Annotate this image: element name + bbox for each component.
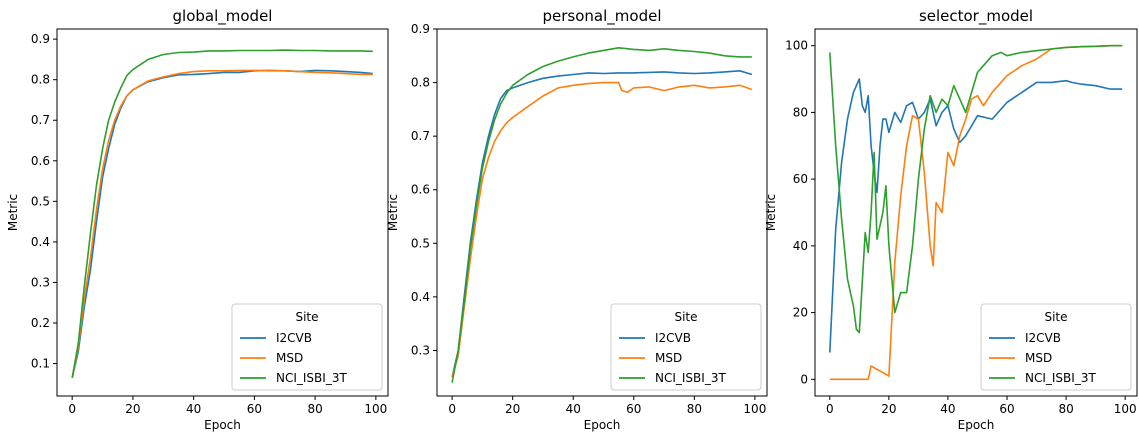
x-axis-label: Epoch [958, 418, 995, 432]
chart-title: global_model [173, 7, 273, 26]
legend-box [610, 303, 762, 391]
x-tick-label: 100 [1114, 402, 1137, 416]
y-tick-label: 40 [793, 239, 808, 253]
y-tick-label: 0.6 [411, 183, 430, 197]
x-tick-label: 60 [626, 402, 641, 416]
subplot-selector_model: selector_model 0 20 40 60 80 100 0 20 40 60 80 100 Ep… [764, 7, 1138, 432]
series-line-I2CVB [829, 78, 1123, 353]
y-tick-label: 100 [785, 39, 808, 53]
plot-frame [436, 28, 768, 397]
legend: Site I2CVB MSD NCI_ISBI_3T [610, 303, 762, 391]
x-tick-label: 0 [68, 402, 76, 416]
x-tick-label: 0 [448, 402, 456, 416]
x-axis-label: Epoch [204, 418, 241, 432]
chart-title: selector_model [919, 7, 1033, 26]
y-tick-label: 0.3 [31, 275, 50, 289]
legend-entry: NCI_ISBI_3T [1025, 371, 1096, 385]
legend-entry: NCI_ISBI_3T [655, 371, 726, 385]
series-line-NCI_ISBI_3T [451, 46, 752, 383]
legend-box [980, 303, 1132, 391]
x-tick-label: 100 [364, 402, 387, 416]
subplot-personal_model: personal_model 0 20 40 60 80 100 0.3 0.4 0.5 0.6 0.… [386, 7, 768, 432]
x-tick-label: 60 [999, 402, 1014, 416]
legend-entry: NCI_ISBI_3T [276, 371, 347, 385]
y-tick-label: 0.8 [411, 76, 430, 90]
y-tick-label: 80 [793, 105, 808, 119]
x-tick-label: 20 [881, 402, 896, 416]
y-tick-label: 0.3 [411, 343, 430, 357]
legend: Site I2CVB MSD NCI_ISBI_3T [980, 303, 1132, 391]
y-tick-label: 0.7 [31, 113, 50, 127]
y-axis-label: Metric [764, 194, 778, 231]
y-tick-label: 0.1 [31, 357, 50, 371]
plot-frame [56, 28, 389, 397]
y-tick-label: 0.4 [31, 235, 50, 249]
x-axis-label: Epoch [584, 418, 621, 432]
y-tick-label: 0 [800, 372, 808, 386]
y-tick-label: 0.8 [31, 73, 50, 87]
x-tick-label: 20 [505, 402, 520, 416]
legend-entry: I2CVB [276, 331, 312, 345]
y-tick-label: 0.5 [31, 194, 50, 208]
legend-title: Site [295, 310, 318, 324]
x-tick-label: 40 [940, 402, 955, 416]
y-tick-label: 0.5 [411, 236, 430, 250]
legend: Site I2CVB MSD NCI_ISBI_3T [231, 303, 383, 391]
series-line-NCI_ISBI_3T [829, 44, 1123, 334]
legend-title: Site [674, 310, 697, 324]
legend-entry: MSD [1025, 351, 1052, 365]
y-tick-label: 0.2 [31, 316, 50, 330]
x-tick-label: 60 [247, 402, 262, 416]
x-tick-label: 20 [125, 402, 140, 416]
x-tick-label: 80 [687, 402, 702, 416]
y-axis-label: Metric [386, 194, 400, 231]
subplot-global_model: global_model 0 20 40 60 80 100 0.1 0.2 0.3 0.4 0.5 0… [6, 7, 389, 432]
x-tick-label: 40 [566, 402, 581, 416]
y-axis-label: Metric [6, 194, 20, 231]
series-line-MSD [71, 69, 373, 378]
y-tick-label: 0.4 [411, 290, 430, 304]
y-tick-label: 20 [793, 306, 808, 320]
series-line-MSD [829, 44, 1123, 381]
y-tick-label: 0.9 [31, 32, 50, 46]
legend-title: Site [1044, 310, 1067, 324]
legend-box [231, 303, 383, 391]
x-tick-label: 0 [826, 402, 834, 416]
y-tick-label: 60 [793, 172, 808, 186]
x-tick-label: 80 [307, 402, 322, 416]
series-line-MSD [451, 81, 753, 378]
series-line-I2CVB [451, 70, 753, 378]
legend-entry: I2CVB [1025, 331, 1061, 345]
series-line-I2CVB [71, 69, 373, 378]
plot-frame [814, 28, 1138, 397]
y-tick-label: 0.9 [411, 22, 430, 36]
legend-entry: I2CVB [655, 331, 691, 345]
legend-entry: MSD [655, 351, 682, 365]
x-tick-label: 80 [1058, 402, 1073, 416]
chart-title: personal_model [543, 7, 662, 26]
series-line-NCI_ISBI_3T [71, 49, 373, 378]
legend-entry: MSD [276, 351, 303, 365]
x-tick-label: 100 [743, 402, 766, 416]
y-tick-label: 0.6 [31, 154, 50, 168]
x-tick-label: 40 [186, 402, 201, 416]
y-tick-label: 0.7 [411, 129, 430, 143]
